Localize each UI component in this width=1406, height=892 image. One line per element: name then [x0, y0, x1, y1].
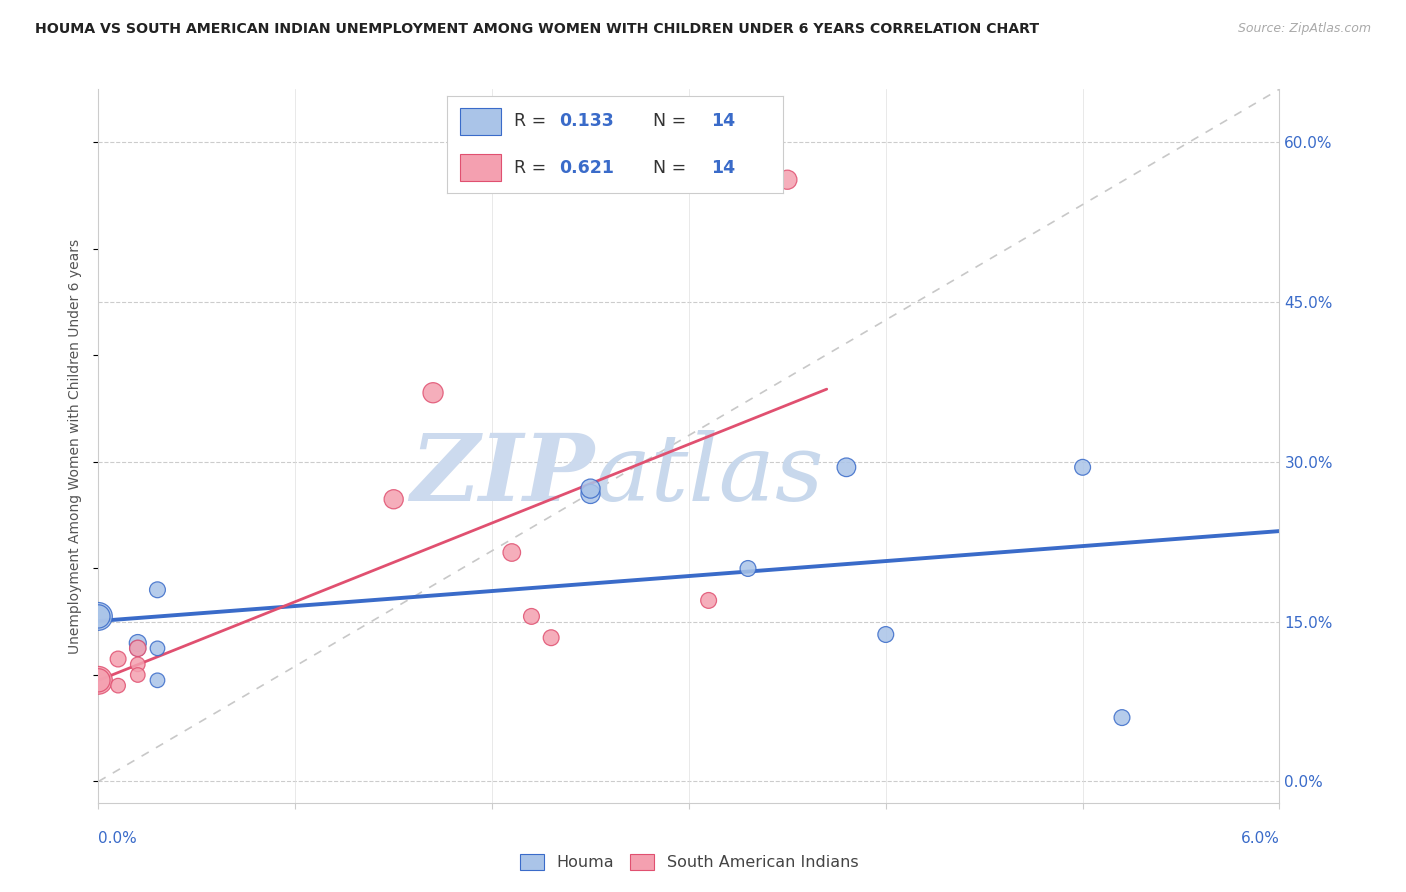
Text: atlas: atlas: [595, 430, 824, 519]
Text: 0.0%: 0.0%: [98, 831, 138, 847]
Text: ZIP: ZIP: [411, 430, 595, 519]
Point: [87, 673, 110, 688]
Text: Source: ZipAtlas.com: Source: ZipAtlas.com: [1237, 22, 1371, 36]
Point: [107, 652, 129, 666]
Point: [127, 641, 149, 656]
Point: [835, 460, 858, 475]
Point: [737, 561, 759, 575]
Point: [579, 487, 602, 501]
Legend: Houma, South American Indians: Houma, South American Indians: [513, 847, 865, 877]
Point: [87, 673, 110, 688]
Point: [87, 609, 110, 624]
Y-axis label: Unemployment Among Women with Children Under 6 years: Unemployment Among Women with Children U…: [69, 238, 83, 654]
Point: [146, 582, 169, 597]
Point: [579, 482, 602, 496]
Text: 6.0%: 6.0%: [1240, 831, 1279, 847]
Point: [146, 673, 169, 688]
Point: [697, 593, 720, 607]
Point: [127, 641, 149, 656]
Point: [107, 679, 129, 693]
Point: [127, 657, 149, 672]
Point: [87, 609, 110, 624]
Point: [1071, 460, 1094, 475]
Point: [127, 636, 149, 650]
Point: [382, 492, 405, 507]
Point: [1111, 710, 1133, 724]
Point: [127, 668, 149, 682]
Text: HOUMA VS SOUTH AMERICAN INDIAN UNEMPLOYMENT AMONG WOMEN WITH CHILDREN UNDER 6 YE: HOUMA VS SOUTH AMERICAN INDIAN UNEMPLOYM…: [35, 22, 1039, 37]
Point: [875, 627, 897, 641]
Point: [501, 545, 523, 559]
Point: [776, 172, 799, 186]
Point: [540, 631, 562, 645]
Point: [146, 641, 169, 656]
Point: [520, 609, 543, 624]
Point: [422, 385, 444, 400]
